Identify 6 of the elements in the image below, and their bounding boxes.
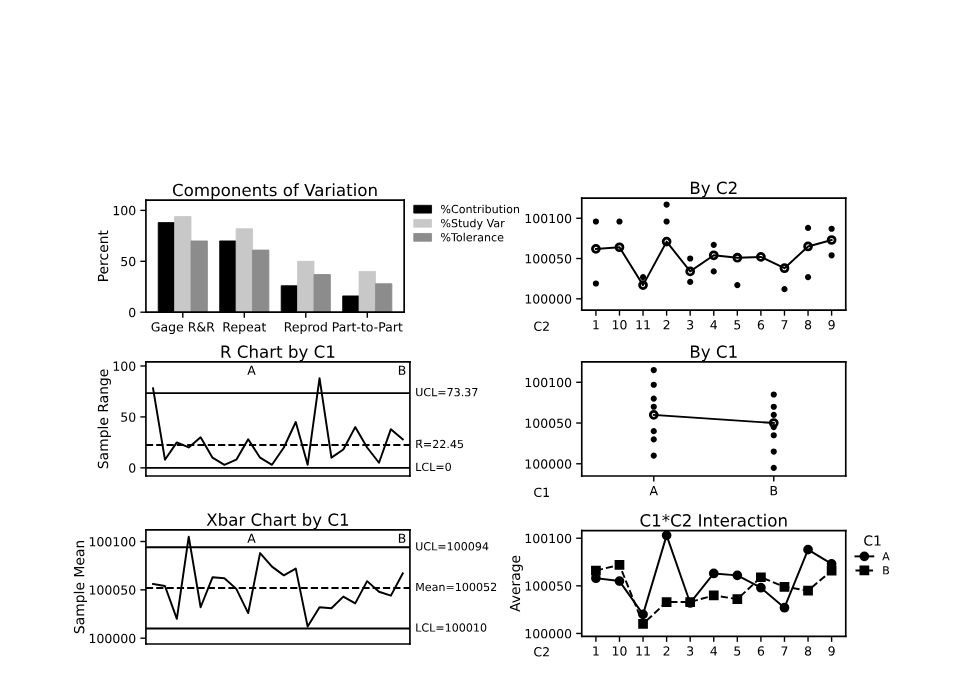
chart-title: By C2 bbox=[690, 181, 737, 198]
chart-title: By C1 bbox=[690, 345, 737, 362]
chart-title: Components of Variation bbox=[172, 183, 377, 200]
chart-title: C1*C2 Interaction bbox=[640, 513, 787, 527]
chart-title: R Chart by C1 bbox=[221, 345, 335, 362]
chart-title: Xbar Chart by C1 bbox=[206, 513, 349, 530]
